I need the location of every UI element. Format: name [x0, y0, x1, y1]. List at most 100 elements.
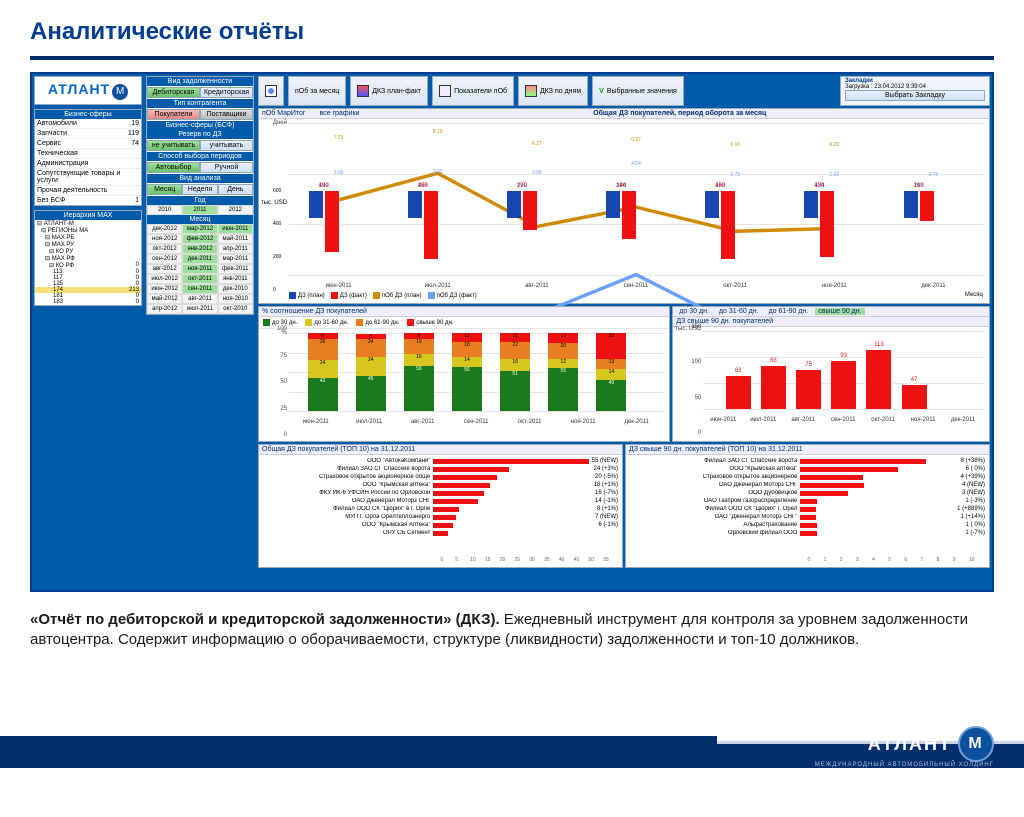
year-cell[interactable]: 2011 [182, 205, 217, 215]
month-cell[interactable]: дек-2010 [218, 284, 253, 294]
tool-selected-values[interactable]: VВыбранные значения [592, 76, 684, 106]
year-header: Год [147, 196, 253, 205]
month-cell[interactable]: июл-2012 [147, 274, 182, 284]
month-cell[interactable]: июл-2011 [182, 304, 217, 314]
aging-tab[interactable]: до 31-60 дн. [716, 308, 762, 315]
footer-logo-text: АТЛАНТ [868, 734, 952, 755]
month-cell[interactable]: окт-2012 [147, 244, 182, 254]
month-cell[interactable]: апр-2011 [218, 244, 253, 254]
month-cell[interactable]: май-2011 [218, 234, 253, 244]
top10-row: Страховое открытое акционерное4 (+39%) [628, 473, 987, 481]
footer-subtitle: МЕЖДУНАРОДНЫЙ АВТОМОБИЛЬНЫЙ ХОЛДИНГ [815, 762, 994, 768]
top10-row: ООО "Крымская Аптека"6 (-1%) [261, 521, 620, 529]
analysis-week[interactable]: Неделя [182, 184, 217, 195]
top10-row: Филиал ЗАО СГ Спасские ворота24 (+3%) [261, 465, 620, 473]
reserve-off[interactable]: не учитывать [147, 140, 200, 151]
top10-row: ОАО Дженерал Моторз СНГ4 (NEW) [628, 481, 987, 489]
app-screenshot: АТЛАНТM Бизнес-сферы Автомобили19Запчаст… [30, 72, 994, 592]
tool-dkz-plan-fact[interactable]: ДКЗ план-факт [350, 76, 428, 106]
top10-row: МУП г. Орла Орелтеплоэнерго7 (NEW) [261, 513, 620, 521]
contractor-suppliers[interactable]: Поставщики [200, 109, 253, 120]
bsf-row[interactable]: Сервис74 [35, 139, 141, 149]
aging-bar-chart: до 30 дн. до 31-60 дн. до 61-90 дн.свыше 9… [672, 306, 990, 442]
main-chart-tab2[interactable]: все графики [320, 110, 360, 117]
app-logo-m: M [112, 84, 128, 100]
top10-row: Филиал ЗАО СГ Спасские ворота8 (+38%) [628, 457, 987, 465]
month-cell[interactable]: фев-2011 [218, 264, 253, 274]
hierarchy-row[interactable]: ⊟ КО РУ [35, 248, 141, 255]
bsf-row[interactable]: Без БСФ1 [35, 196, 141, 205]
reserve-on[interactable]: учитывать [200, 140, 253, 151]
top10-total-title: Общая ДЗ покупателей (ТОП 10) на 31.12.2… [259, 445, 622, 455]
hierarchy-row[interactable]: ⊟ МАХ РУ [35, 241, 141, 248]
stacked-chart-title: % соотношение ДЗ покупателей [259, 307, 669, 317]
business-spheres-header: Бизнес-сферы [35, 110, 141, 119]
bsf-row[interactable]: Сопутствующие товары и услуги [35, 169, 141, 186]
month-cell[interactable]: окт-2011 [182, 274, 217, 284]
app-logo-text: АТЛАНТ [48, 81, 110, 97]
month-cell[interactable]: дек-2011 [182, 254, 217, 264]
year-cell[interactable]: 2010 [147, 205, 182, 215]
top10-row: ООО "Крымская аптека"6 ( 0%) [628, 465, 987, 473]
month-cell[interactable]: янв-2011 [218, 274, 253, 284]
month-cell[interactable]: апр-2012 [147, 304, 182, 314]
description-bold: «Отчёт по дебиторской и кредиторской зад… [30, 611, 500, 628]
aging-chart-title: ДЗ свыше 90 дн. покупателей [673, 317, 989, 327]
period-select-header: Способ выбора периодов [147, 152, 253, 161]
tool-move-icon[interactable] [258, 76, 284, 106]
month-cell[interactable]: янв-2012 [182, 244, 217, 254]
year-cell[interactable]: 2012 [218, 205, 253, 215]
choose-bookmark-button[interactable]: Выбрать Закладку [845, 90, 985, 101]
month-cell[interactable]: окт-2010 [218, 304, 253, 314]
month-cell[interactable]: сен-2012 [147, 254, 182, 264]
hierarchy-row[interactable]: ⊟ МАХ РФ [35, 255, 141, 262]
period-manual[interactable]: Ручной [200, 162, 253, 173]
month-cell[interactable]: ноя-2012 [147, 234, 182, 244]
app-logo-panel: АТЛАНТM [34, 76, 142, 105]
bsf-row[interactable]: Администрация [35, 159, 141, 169]
month-cell[interactable]: дек-2012 [147, 224, 182, 234]
period-auto[interactable]: Автовыбор [147, 162, 200, 173]
hierarchy-row[interactable]: ⊟ КО РФ0 [35, 262, 141, 269]
hierarchy-row[interactable]: 1830 [35, 299, 141, 305]
tool-pob-indicators[interactable]: Показатели пОб [432, 76, 514, 106]
main-chart-title: Общая ДЗ покупателей, период оборота за … [373, 110, 986, 117]
analysis-header: Вид анализа [147, 174, 253, 183]
month-cell[interactable]: июн-2012 [147, 284, 182, 294]
aging-tab[interactable]: свыше 90 дн. [815, 308, 864, 315]
bsf-row[interactable]: Техническая [35, 149, 141, 159]
reserve-header: Резерв по ДЗ [147, 130, 253, 139]
month-cell[interactable]: ноя-2011 [182, 264, 217, 274]
debt-type-credit[interactable]: Кредиторская [200, 87, 253, 98]
bsf-row[interactable]: Запчасти119 [35, 129, 141, 139]
month-cell[interactable]: мар-2011 [218, 254, 253, 264]
hierarchy-row[interactable]: ⊟ МАХ РБ [35, 234, 141, 241]
top10-over90-chart: ДЗ свыше 90 дн. покупателей (ТОП 10) на … [625, 444, 990, 568]
aging-tab[interactable]: до 30 дн. [676, 308, 712, 315]
top10-row: Филиал ООО СК "Цюрих" в г. Орле8 (+1%) [261, 505, 620, 513]
month-cell[interactable]: фев-2012 [182, 234, 217, 244]
aging-tab[interactable]: до 61-90 дн. [766, 308, 812, 315]
month-cell[interactable]: июн-2011 [218, 224, 253, 234]
month-cell[interactable]: сен-2011 [182, 284, 217, 294]
month-cell[interactable]: мар-2012 [182, 224, 217, 234]
analysis-month[interactable]: Месяц [147, 184, 182, 195]
main-chart-tab1[interactable]: пОб МарИтог [262, 110, 306, 117]
month-cell[interactable]: авг-2011 [182, 294, 217, 304]
bsf-row[interactable]: Прочая деятельность [35, 186, 141, 196]
hierarchy-row[interactable]: ⊟ АТЛАНТ-М [35, 220, 141, 227]
bsf-row[interactable]: Автомобили19 [35, 119, 141, 129]
hierarchy-row[interactable]: ⊟ РЕГИОНЫ МА [35, 227, 141, 234]
contractor-buyers[interactable]: Покупатели [147, 109, 200, 120]
tool-pob-month[interactable]: пОб за месяц [288, 76, 346, 106]
slide-footer: АТЛАНТ M МЕЖДУНАРОДНЫЙ АВТОМОБИЛЬНЫЙ ХОЛ… [0, 712, 1024, 768]
main-area: пОб за месяц ДКЗ план-факт Показатели пО… [256, 74, 992, 590]
analysis-day[interactable]: День [218, 184, 253, 195]
month-header: Месяц [147, 215, 253, 224]
debt-type-debit[interactable]: Дебиторская [147, 87, 200, 98]
month-cell[interactable]: май-2012 [147, 294, 182, 304]
month-cell[interactable]: авг-2012 [147, 264, 182, 274]
month-cell[interactable]: ноя-2010 [218, 294, 253, 304]
filters-column: Вид задолженности Дебиторская Кредиторск… [144, 74, 256, 590]
tool-dkz-by-day[interactable]: ДКЗ по дням [518, 76, 588, 106]
